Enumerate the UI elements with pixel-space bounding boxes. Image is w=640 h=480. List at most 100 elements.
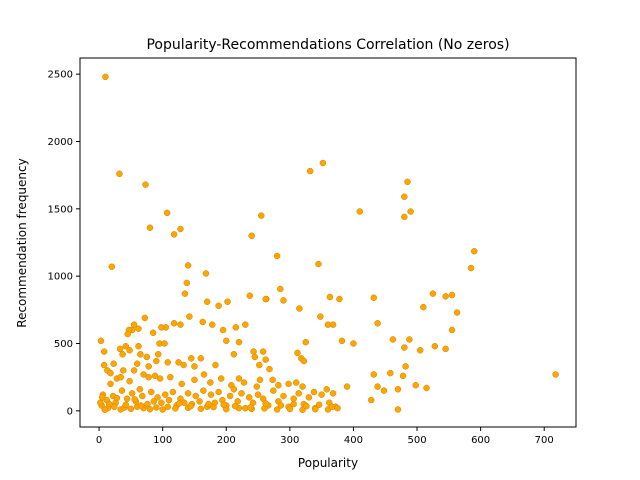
data-point	[135, 342, 142, 350]
data-point	[238, 390, 245, 397]
data-point	[329, 321, 337, 328]
data-point	[226, 392, 234, 400]
data-point	[130, 367, 138, 374]
data-point	[387, 369, 394, 377]
data-point	[165, 396, 173, 404]
data-point	[442, 293, 449, 300]
data-point	[97, 337, 105, 345]
data-point	[286, 405, 294, 413]
data-point	[119, 351, 126, 358]
data-point	[471, 248, 478, 255]
data-point	[153, 404, 160, 411]
data-point	[326, 293, 334, 301]
data-point	[374, 383, 381, 390]
data-point	[158, 399, 165, 407]
data-point	[423, 384, 430, 392]
data-point	[205, 400, 212, 408]
data-point	[113, 394, 121, 402]
data-point	[323, 386, 330, 393]
x-tick-label: 100	[153, 435, 172, 446]
data-point	[350, 340, 357, 347]
data-point	[215, 388, 222, 396]
data-point	[123, 395, 131, 402]
x-axis-ticks: 0 100 200 300 400 500 600 700	[96, 427, 554, 446]
data-point	[117, 373, 124, 381]
data-point	[107, 369, 114, 377]
data-point	[242, 321, 249, 328]
data-point	[137, 402, 145, 409]
x-tick-label: 700	[535, 435, 554, 446]
data-point	[149, 329, 157, 336]
data-point	[253, 383, 261, 390]
data-point	[100, 348, 108, 355]
data-point	[146, 405, 154, 413]
data-point	[328, 403, 336, 411]
data-point	[127, 405, 135, 413]
data-point	[136, 386, 144, 393]
data-point	[246, 292, 254, 299]
data-point	[170, 320, 178, 327]
data-point	[196, 398, 203, 405]
data-point	[180, 361, 187, 369]
data-point	[336, 295, 343, 303]
data-point	[167, 373, 174, 381]
data-point	[317, 313, 324, 320]
data-point	[191, 363, 198, 370]
data-point	[431, 342, 439, 350]
data-point	[552, 371, 559, 378]
data-point	[184, 390, 192, 397]
data-point	[394, 406, 402, 413]
data-point	[356, 208, 364, 215]
data-point	[163, 209, 171, 217]
data-point	[250, 348, 257, 355]
data-point	[172, 405, 179, 412]
data-point	[290, 395, 297, 402]
data-point	[273, 406, 281, 413]
data-point	[131, 396, 138, 403]
data-point	[290, 400, 297, 408]
y-tick-label: 1000	[48, 272, 73, 283]
data-point	[130, 321, 138, 328]
data-point	[126, 346, 133, 354]
data-point	[207, 379, 214, 386]
data-point	[270, 387, 277, 394]
data-point	[177, 225, 184, 233]
data-point	[207, 391, 215, 398]
data-points	[97, 73, 559, 414]
data-point	[122, 401, 130, 409]
data-point	[442, 345, 449, 353]
data-point	[230, 351, 238, 358]
data-point	[280, 392, 287, 400]
y-tick-label: 1500	[48, 204, 73, 215]
data-point	[100, 361, 108, 369]
data-point	[389, 336, 397, 343]
data-point	[251, 353, 259, 361]
data-point	[394, 386, 402, 393]
data-point	[142, 181, 149, 188]
data-point	[153, 357, 160, 365]
data-point	[199, 318, 206, 326]
y-axis-title: Recommendation frequency	[15, 158, 29, 327]
data-point	[367, 396, 375, 404]
data-point	[197, 405, 205, 413]
data-point	[334, 404, 341, 412]
data-point	[338, 337, 346, 345]
data-point	[217, 375, 225, 382]
data-point	[133, 360, 141, 367]
data-point	[406, 336, 413, 343]
data-point	[370, 371, 378, 378]
x-tick-label: 400	[344, 435, 363, 446]
data-point	[257, 212, 265, 219]
data-point	[453, 309, 461, 316]
data-point	[224, 298, 231, 306]
data-point	[315, 401, 323, 409]
data-point	[102, 73, 109, 81]
data-point	[402, 363, 409, 370]
data-point	[146, 224, 154, 231]
data-point	[101, 406, 109, 414]
x-tick-label: 600	[471, 435, 490, 446]
data-point	[374, 320, 381, 327]
data-point	[273, 252, 281, 260]
data-point	[151, 372, 159, 380]
